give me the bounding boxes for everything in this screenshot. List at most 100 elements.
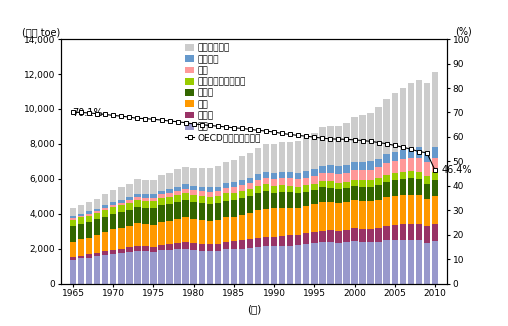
Bar <box>319 230 326 242</box>
Bar <box>102 255 108 284</box>
Bar <box>102 210 108 216</box>
Bar <box>102 194 108 205</box>
Bar <box>359 229 366 242</box>
Bar <box>166 172 173 189</box>
Bar <box>166 189 173 193</box>
Bar <box>407 158 414 171</box>
Bar <box>343 230 350 243</box>
Bar <box>134 200 141 207</box>
Bar <box>271 208 277 237</box>
Bar <box>319 187 326 202</box>
Bar <box>158 191 165 195</box>
Bar <box>400 224 406 240</box>
Bar <box>118 228 124 249</box>
Bar <box>94 219 101 235</box>
Bar <box>158 250 165 284</box>
Bar <box>343 182 350 188</box>
Bar <box>102 208 108 210</box>
Bar <box>335 126 342 166</box>
Bar <box>255 238 261 246</box>
Bar <box>126 247 133 252</box>
Bar <box>78 224 84 239</box>
Bar <box>327 242 334 284</box>
Bar <box>359 180 366 186</box>
Bar <box>295 245 301 284</box>
Bar <box>214 251 221 284</box>
Bar <box>190 243 197 250</box>
Bar <box>207 204 213 221</box>
Bar <box>70 226 76 242</box>
Bar <box>174 191 181 195</box>
Bar <box>384 154 390 163</box>
Bar <box>223 249 229 284</box>
Bar <box>190 168 197 185</box>
Bar <box>239 156 245 180</box>
Bar <box>174 249 181 284</box>
Bar <box>223 201 229 217</box>
Bar <box>407 83 414 148</box>
Bar <box>70 259 76 284</box>
Bar <box>223 188 229 193</box>
Bar <box>199 203 205 220</box>
Bar <box>78 217 84 224</box>
Bar <box>118 253 124 284</box>
Bar <box>416 195 422 224</box>
Bar <box>86 258 92 284</box>
Bar <box>207 192 213 197</box>
Bar <box>199 187 205 191</box>
Bar <box>407 195 414 224</box>
Bar <box>352 229 358 241</box>
Bar <box>352 162 358 170</box>
Bar <box>279 236 285 245</box>
Bar <box>174 170 181 187</box>
Bar <box>367 201 374 229</box>
Bar <box>102 216 108 232</box>
Bar <box>400 88 406 150</box>
Bar <box>199 220 205 244</box>
Bar <box>223 242 229 249</box>
Bar <box>432 197 438 224</box>
Bar <box>287 178 294 186</box>
Bar <box>311 184 318 190</box>
Bar <box>166 193 173 197</box>
Bar <box>239 241 245 248</box>
Bar <box>279 172 285 178</box>
Bar <box>182 242 189 249</box>
Bar <box>199 251 205 284</box>
Bar <box>239 215 245 241</box>
Bar <box>279 178 285 185</box>
Bar <box>231 182 237 187</box>
Bar <box>86 214 92 215</box>
Bar <box>150 225 156 246</box>
Bar <box>150 201 156 208</box>
Bar <box>110 230 116 250</box>
Bar <box>214 191 221 196</box>
Bar <box>231 216 237 241</box>
Bar <box>279 245 285 284</box>
Bar <box>110 205 116 207</box>
Bar <box>343 202 350 230</box>
Bar <box>400 240 406 284</box>
Bar <box>303 185 309 192</box>
Bar <box>400 150 406 159</box>
Bar <box>231 241 237 249</box>
Bar <box>118 187 124 200</box>
Bar <box>319 181 326 187</box>
Bar <box>118 203 124 205</box>
Bar <box>392 173 398 180</box>
Bar <box>102 251 108 255</box>
Bar <box>375 167 382 178</box>
Bar <box>407 240 414 284</box>
Bar <box>182 249 189 284</box>
Text: 70.1%: 70.1% <box>73 108 103 118</box>
Bar <box>158 245 165 250</box>
Bar <box>190 195 197 202</box>
Bar <box>239 185 245 191</box>
Bar <box>239 198 245 215</box>
Bar <box>239 248 245 284</box>
Bar <box>166 197 173 204</box>
Bar <box>407 171 414 178</box>
Bar <box>174 202 181 219</box>
Bar <box>190 190 197 195</box>
Bar <box>319 127 326 166</box>
